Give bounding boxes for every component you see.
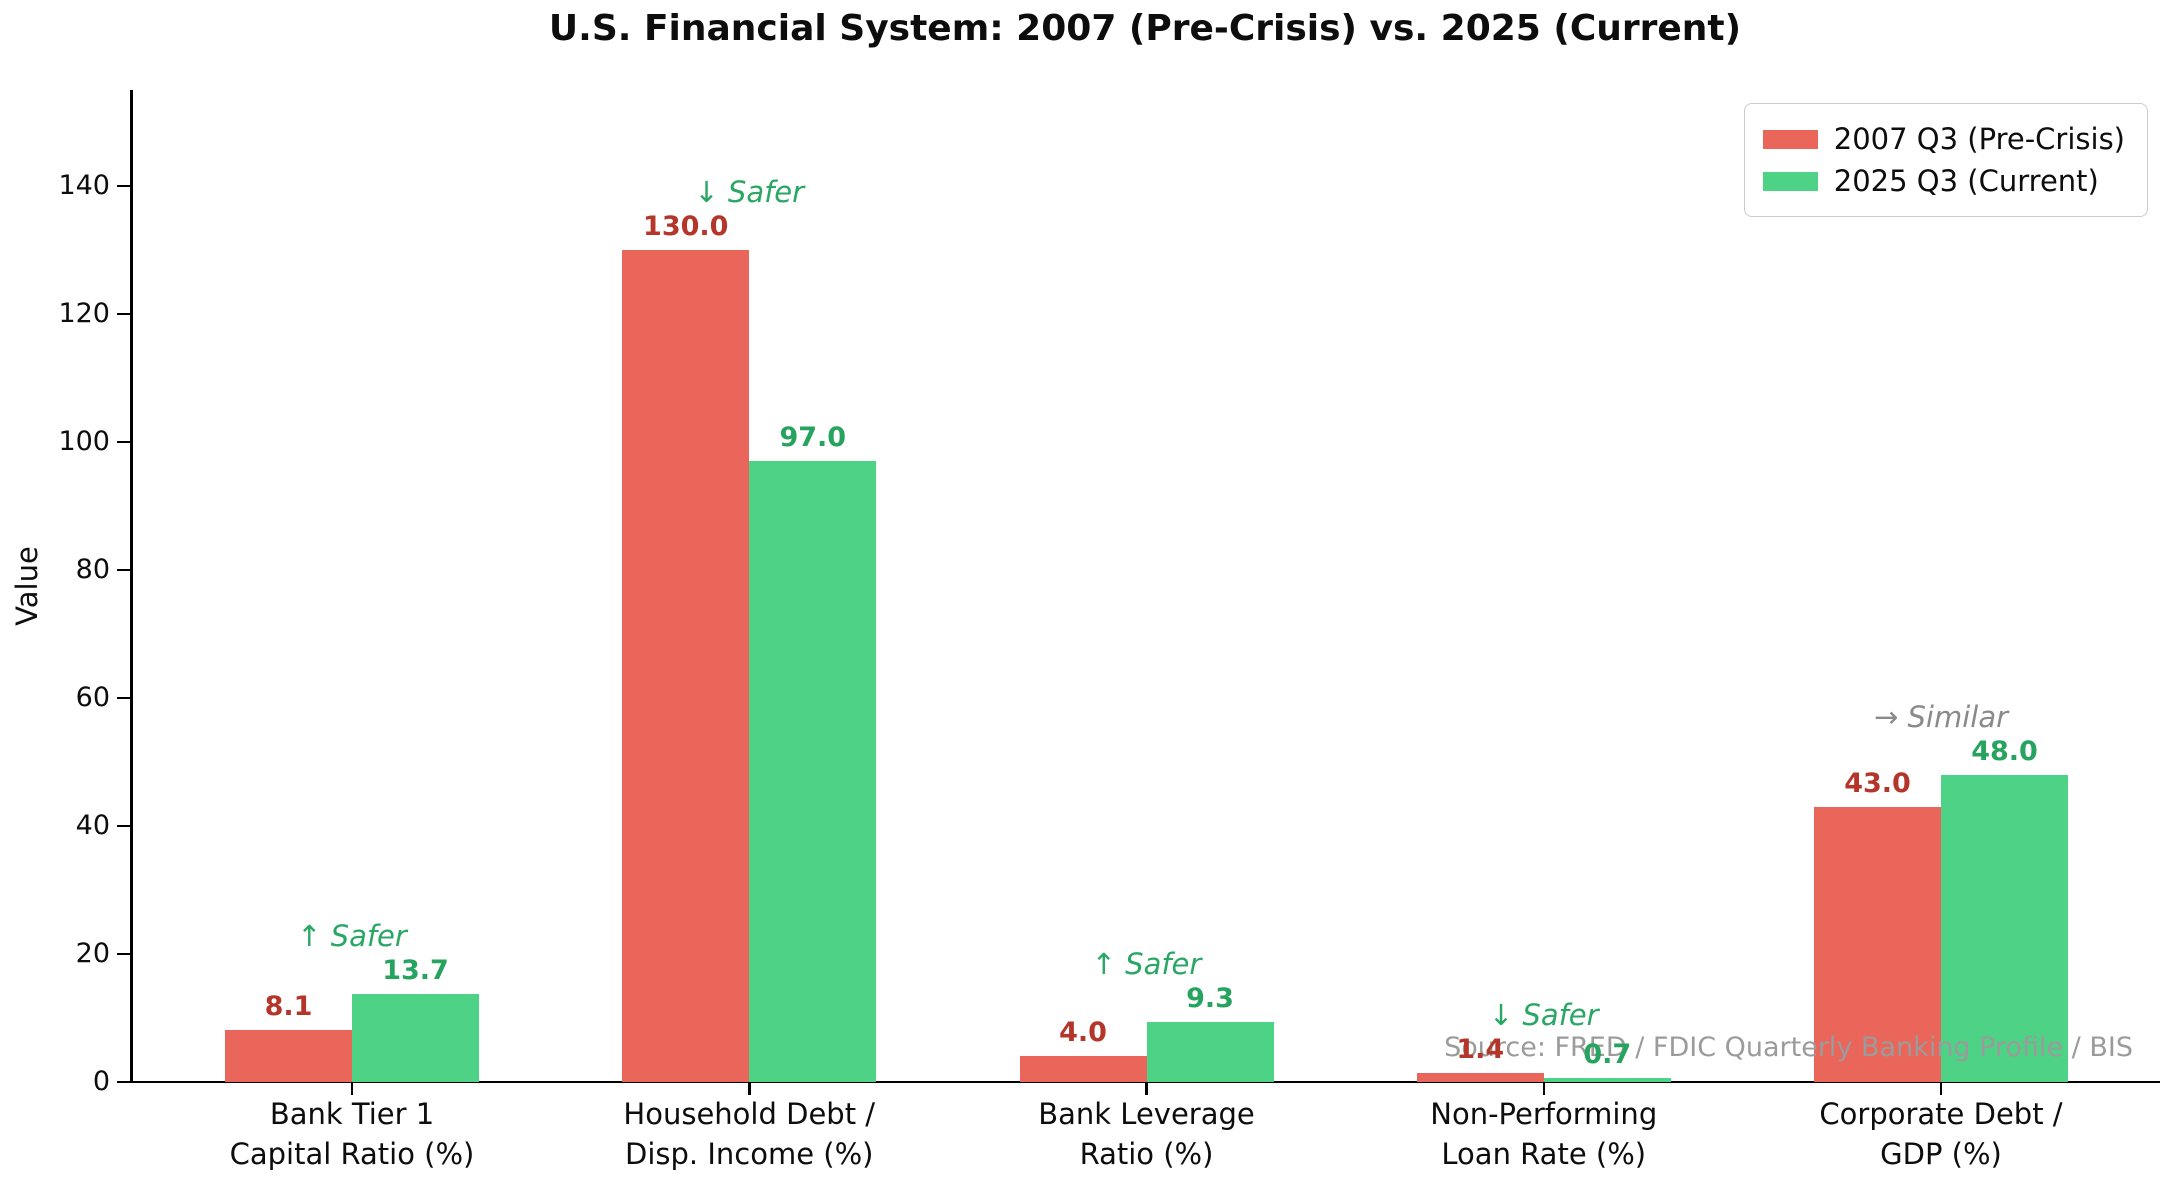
x-tick-label-cat4: Corporate Debt / GDP (%) <box>1819 1097 2063 1171</box>
x-tick-mark <box>1939 1082 1943 1095</box>
x-tick-mark <box>1542 1082 1545 1095</box>
legend-swatch-2025-icon <box>1762 171 1818 191</box>
value-label-2025-cat4: 48.0 <box>1971 735 2038 767</box>
y-tick-mark <box>117 1080 130 1084</box>
y-tick-label: 40 <box>75 810 110 841</box>
y-tick-mark <box>117 440 130 444</box>
bar-2007-cat2 <box>1019 1056 1147 1082</box>
chart-title: U.S. Financial System: 2007 (Pre-Crisis)… <box>548 8 1742 49</box>
x-tick-label-cat3: Non-Performing Loan Rate (%) <box>1430 1097 1658 1171</box>
x-tick-label-cat0: Bank Tier 1 Capital Ratio (%) <box>229 1097 475 1171</box>
bar-2007-cat0 <box>225 1030 352 1082</box>
y-tick-mark <box>117 952 130 956</box>
value-label-2007-cat1: 130.0 <box>643 211 729 242</box>
value-label-2007-cat4: 43.0 <box>1844 767 1911 799</box>
y-tick-label: 100 <box>58 426 110 457</box>
bar-2007-cat3 <box>1416 1073 1544 1082</box>
legend-item-2025: 2025 Q3 (Current) <box>1762 160 2125 202</box>
y-tick-mark <box>117 568 130 572</box>
legend-label-2025: 2025 Q3 (Current) <box>1833 164 2099 198</box>
bar-2025-cat0 <box>352 994 479 1082</box>
annotation-cat2: ↑ Safer <box>1091 947 1202 982</box>
legend-label-2007: 2007 Q3 (Pre-Crisis) <box>1833 122 2125 156</box>
y-tick-label: 80 <box>75 554 110 585</box>
legend: 2007 Q3 (Pre-Crisis) 2025 Q3 (Current) <box>1743 103 2148 217</box>
value-label-2025-cat1: 97.0 <box>779 422 847 454</box>
bar-2025-cat3 <box>1543 1077 1671 1082</box>
x-tick-label-cat2: Bank Leverage Ratio (%) <box>1038 1097 1255 1171</box>
annotation-cat3: ↓ Safer <box>1488 998 1599 1033</box>
y-tick-label: 20 <box>75 938 110 969</box>
bar-2007-cat4 <box>1814 806 1941 1082</box>
value-label-2025-cat0: 13.7 <box>382 955 449 987</box>
y-tick-label: 120 <box>58 298 110 329</box>
y-tick-label: 0 <box>92 1066 110 1097</box>
y-tick-label: 140 <box>58 170 110 201</box>
bar-2025-cat2 <box>1146 1022 1274 1082</box>
x-tick-label-cat1: Household Debt / Disp. Income (%) <box>623 1097 876 1171</box>
y-tick-mark <box>117 312 130 316</box>
value-label-2025-cat2: 9.3 <box>1186 983 1234 1015</box>
x-tick-mark <box>1145 1082 1148 1095</box>
y-tick-mark <box>117 824 130 828</box>
bar-2007-cat1 <box>622 250 750 1082</box>
value-label-2007-cat0: 8.1 <box>264 991 313 1023</box>
annotation-cat0: ↑ Safer <box>297 919 407 954</box>
x-tick-mark <box>748 1082 751 1095</box>
bar-2025-cat4 <box>1941 774 2068 1082</box>
value-label-2025-cat3: 0.7 <box>1583 1038 1632 1070</box>
bar-2025-cat1 <box>749 461 877 1082</box>
y-axis-line <box>130 90 133 1083</box>
source-note: Source: FRED / FDIC Quarterly Banking Pr… <box>1444 1032 2133 1063</box>
value-label-2007-cat3: 1.4 <box>1456 1034 1505 1066</box>
legend-item-2007: 2007 Q3 (Pre-Crisis) <box>1762 118 2125 160</box>
value-label-2007-cat2: 4.0 <box>1059 1017 1107 1049</box>
y-tick-mark <box>117 696 130 700</box>
annotation-cat4: → Similar <box>1873 699 2009 734</box>
y-tick-mark <box>117 184 130 188</box>
x-tick-mark <box>350 1082 354 1095</box>
annotation-cat1: ↓ Safer <box>694 175 805 209</box>
y-tick-label: 60 <box>75 682 110 713</box>
legend-swatch-2007-icon <box>1762 129 1818 149</box>
